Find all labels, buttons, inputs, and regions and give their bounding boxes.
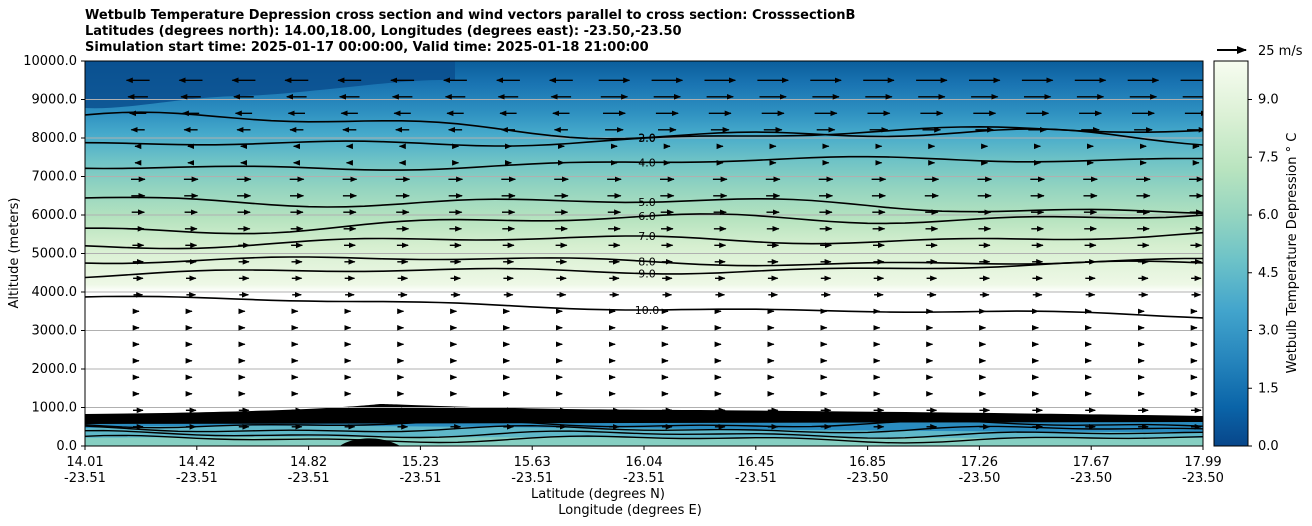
contour-label: 3.0 [638,132,656,145]
x-axis-label-lat: Latitude (degrees N) [531,487,665,502]
x-tick-label-lat: 16.04 [625,455,662,470]
contour-label: 8.0 [638,255,656,268]
y-tick-label: 5000.0 [32,247,78,262]
y-tick-label: 2000.0 [32,362,78,377]
x-tick-label-lon: -23.51 [64,471,106,486]
contour-label: 4.0 [638,156,656,169]
x-tick-label-lon: -23.51 [623,471,665,486]
x-tick-label-lon: -23.50 [958,471,1000,486]
quiver-key-label: 25 m/s [1258,44,1303,59]
x-tick-label-lon: -23.51 [176,471,218,486]
title-line-3: Simulation start time: 2025-01-17 00:00:… [85,40,649,55]
y-tick-label: 1000.0 [32,401,78,416]
chart-title: Wetbulb Temperature Depression cross sec… [85,8,855,56]
x-tick-label-lon: -23.51 [735,471,777,486]
contour-line-lower [85,429,1203,439]
x-tick-label-lon: -23.51 [511,471,553,486]
contour-line [85,155,1203,171]
contour-label: 2.0 [638,132,656,145]
y-tick-label: 6000.0 [32,208,78,223]
title-line-1: Wetbulb Temperature Depression cross sec… [85,8,856,23]
colorbar-ticks: 0.0 1.5 3.0 4.5 6.0 7.5 9.0 [1248,93,1279,454]
colorbar-tick-label: 4.5 [1258,266,1279,281]
x-tick-label-lon: -23.51 [288,471,330,486]
x-tick-label-lat: 16.85 [849,455,886,470]
contour-line-lower [85,419,1203,429]
y-tick-label: 4000.0 [32,285,78,300]
x-tick-label-lat: 17.99 [1184,455,1221,470]
x-tick-label-lat: 15.63 [514,455,551,470]
x-tick-label-lat: 14.82 [290,455,327,470]
contour-line [85,295,1203,319]
x-tick-label-lat: 15.23 [402,455,439,470]
x-tick-label-lat: 17.67 [1073,455,1110,470]
contour-line-lower [85,434,1203,444]
contour-labels: 2.03.0 4.0 5.06.0 7.0 8.09.0 10.0 [635,132,660,317]
contour-line [85,260,1203,279]
y-axis: 0.0 1000.0 2000.0 3000.0 4000.0 5000.0 6000.0 7… [23,54,85,454]
x-tick-label-lat: 14.01 [66,455,103,470]
contour-line [85,125,1203,147]
x-tick-label-lon: -23.51 [399,471,441,486]
contour-line [85,231,1203,250]
contour-label: 5.0 [638,196,656,209]
contour-line [85,196,1203,215]
x-axis-label-lon: Longitude (degrees E) [558,503,702,518]
y-tick-label: 3000.0 [32,324,78,339]
y-tick-label: 7000.0 [32,170,78,185]
y-tick-label: 0.0 [56,439,77,454]
contour-label: 6.0 [638,210,656,223]
x-tick-label-lon: -23.50 [1182,471,1224,486]
contour-lines [85,111,1203,444]
y-tick-label: 9000.0 [32,93,78,108]
x-tick-label-lon: -23.50 [1070,471,1112,486]
colorbar [1213,60,1249,447]
contour-line [85,213,1203,235]
contour-label: 7.0 [638,230,656,243]
y-tick-label: 8000.0 [32,131,78,146]
colorbar-tick-label: 9.0 [1258,93,1279,108]
title-line-2: Latitudes (degrees north): 14.00,18.00, … [85,24,682,39]
contour-label: 10.0 [635,304,660,317]
colorbar-tick-label: 3.0 [1258,324,1279,339]
colorbar-tick-label: 7.5 [1258,150,1279,165]
y-axis-label: Altitude (meters) [7,198,22,309]
colorbar-tick-label: 6.0 [1258,208,1279,223]
x-tick-label-lat: 16.45 [737,455,774,470]
x-tick-label-lat: 14.42 [178,455,215,470]
x-tick-label-lon: -23.50 [847,471,889,486]
x-tick-label-lat: 17.26 [961,455,998,470]
contour-line [85,256,1203,267]
colorbar-tick-label: 1.5 [1258,381,1279,396]
wind-vectors [125,77,1203,430]
contour-label: 9.0 [638,268,656,281]
contour-line-lower [85,424,1203,434]
colorbar-tick-label: 0.0 [1258,439,1279,454]
x-axis: 14.01-23.5114.42-23.5114.82-23.5115.23-2… [64,446,1224,486]
y-tick-label: 10000.0 [23,54,77,69]
colorbar-label: Wetbulb Temperature Depression ° C [1285,133,1300,374]
